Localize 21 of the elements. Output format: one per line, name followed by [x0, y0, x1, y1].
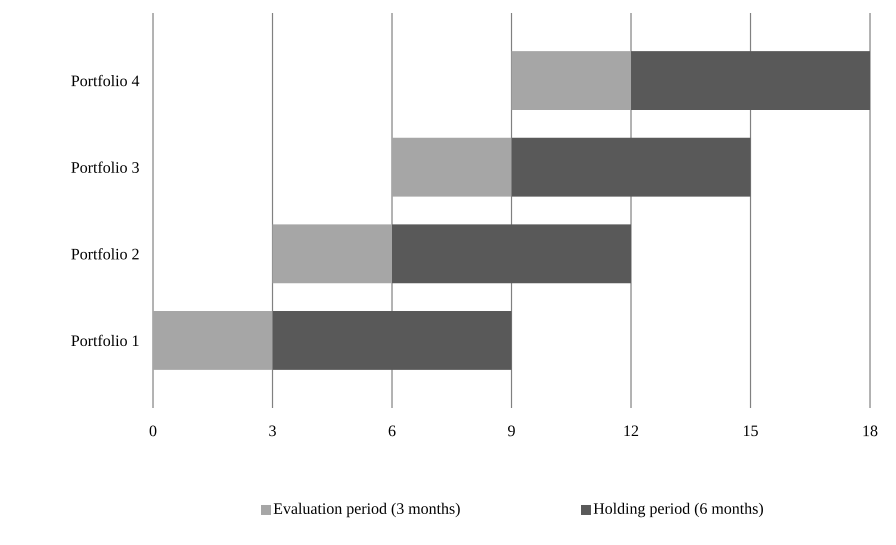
y-tick-label: Portfolio 3 — [71, 161, 139, 173]
x-tick-label: 15 — [744, 426, 758, 436]
bar — [631, 51, 870, 110]
bar — [392, 224, 632, 284]
y-tick-label: Portfolio 2 — [71, 248, 139, 260]
x-tick-label: 3 — [269, 426, 276, 436]
legend-label: Holding period (6 months) — [594, 502, 763, 518]
y-tick-label: Portfolio 1 — [71, 334, 139, 346]
bar — [153, 310, 273, 370]
bar — [512, 138, 751, 197]
x-tick-label: 9 — [508, 426, 515, 436]
bar — [512, 51, 632, 110]
bar — [272, 310, 512, 370]
bar — [272, 224, 392, 284]
bar — [392, 138, 512, 197]
x-tick-label: 0 — [150, 426, 156, 436]
legend-label: Evaluation period (3 months) — [274, 502, 460, 518]
x-tick-label: 6 — [388, 426, 396, 436]
y-tick-label: Portfolio 4 — [71, 74, 140, 86]
x-tick-label: 18 — [863, 426, 878, 436]
x-tick-label: 12 — [624, 426, 638, 436]
